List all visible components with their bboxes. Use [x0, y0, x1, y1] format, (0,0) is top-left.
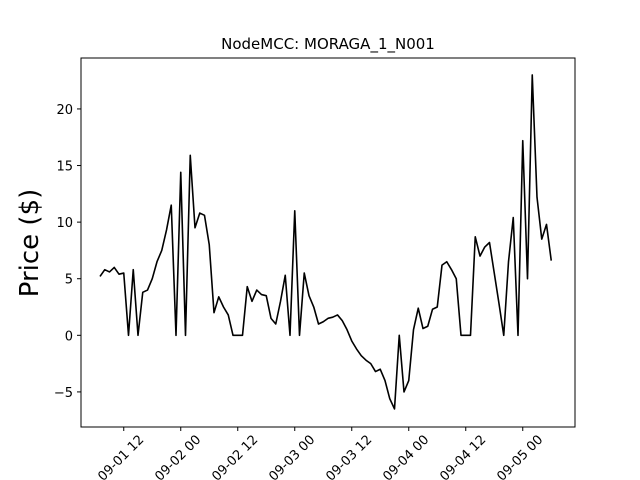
- y-tick-label: 15: [56, 160, 73, 175]
- x-tick-label: 09-05 00: [494, 433, 546, 480]
- y-tick-label: −5: [54, 386, 73, 401]
- price-line: [99, 74, 553, 410]
- y-axis-label: Price ($): [15, 189, 45, 298]
- x-tick-label: 09-01 12: [95, 433, 147, 480]
- chart-title: NodeMCC: MORAGA_1_N001: [221, 35, 435, 54]
- y-tick-label: 10: [56, 216, 73, 231]
- x-tick-label: 09-02 00: [152, 433, 204, 480]
- y-tick-label: 0: [65, 329, 73, 344]
- x-tick-label: 09-02 12: [209, 433, 261, 480]
- y-tick-label: 20: [56, 103, 73, 118]
- x-tick-label: 09-04 00: [380, 433, 432, 480]
- x-tick-label: 09-03 12: [323, 433, 375, 480]
- x-tick-label: 09-03 00: [266, 433, 318, 480]
- y-tick-label: 5: [65, 273, 73, 288]
- plot-frame: [80, 57, 576, 428]
- x-tick-label: 09-04 12: [437, 433, 489, 480]
